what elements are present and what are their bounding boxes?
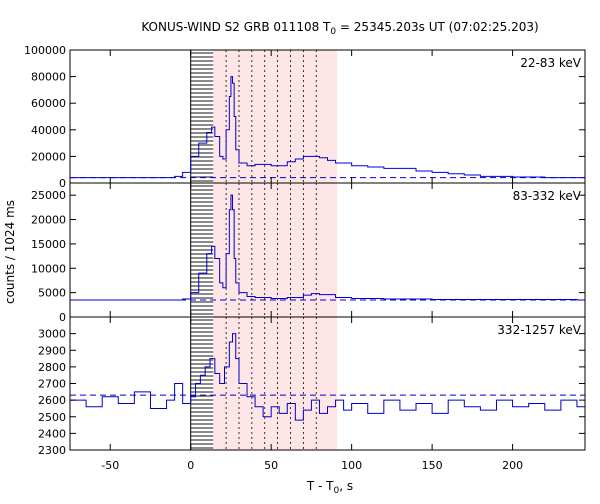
y-axis-label: counts / 1024 ms [3,200,17,304]
y-tick-label: 20000 [31,150,66,163]
y-tick-label: 2800 [38,361,66,374]
hatched-interval [190,317,214,450]
panel-energy-label: 83-332 keV [513,189,582,203]
chart-title: KONUS-WIND S2 GRB 011108 T0 = 25345.203s… [141,20,538,37]
x-axis-label-suffix: , s [339,479,353,493]
x-tick-label: 100 [341,459,362,472]
panel-3: 2300 2400 2500 2600 2700 2800 2900 3000 332-1257… [38,316,586,457]
y-tick-label: 10000 [31,262,66,275]
light-curve [70,333,585,421]
y-tick-label: 5000 [38,287,66,300]
y-tick-label: 3000 [38,328,66,341]
chart-title-sub: 0 [330,27,336,37]
y-tick-label: 0 [59,311,66,324]
hatched-interval [190,183,214,317]
panel-energy-label: 332-1257 keV [497,323,581,337]
chart-title-prefix: KONUS-WIND S2 GRB 011108 T [141,20,331,34]
y-tick-label: 2600 [38,394,66,407]
y-tick-label: 20000 [31,214,66,227]
y-tick-label: 2300 [38,444,66,457]
panel-1: 0 20000 40000 60000 80000 100000 22-83 keV [24,44,586,190]
y-tick-label: 25000 [31,189,66,202]
y-tick-label: 2900 [38,344,66,357]
x-tick-label: 0 [187,459,194,472]
hatched-interval [190,50,214,183]
y-tick-label: 80000 [31,71,66,84]
y-tick-label: 60000 [31,97,66,110]
x-tick-label: -50 [101,459,119,472]
panel-2: 0 5000 10000 15000 20000 25000 83-332 keV [31,182,586,324]
chart-title-suffix: = 25345.203s UT (07:02:25.203) [336,20,539,34]
light-curve [70,194,585,301]
panel-energy-label: 22-83 keV [520,56,582,70]
shaded-interval [213,50,338,183]
y-tick-label: 2400 [38,427,66,440]
y-tick-label: 2700 [38,378,66,391]
x-tick-label: 200 [502,459,523,472]
y-tick-label: 40000 [31,124,66,137]
shaded-interval [213,183,338,317]
light-curve [70,76,585,179]
shaded-interval [213,317,338,450]
x-axis-label: T - T0, s [306,479,353,496]
y-tick-label: 100000 [24,44,66,57]
x-axis-label-prefix: T - T [306,479,334,493]
y-tick-label: 0 [59,177,66,190]
y-tick-label: 15000 [31,238,66,251]
x-tick-label: 150 [422,459,443,472]
y-tick-label: 2500 [38,411,66,424]
x-tick-label: 50 [264,459,278,472]
x-axis-label-sub: 0 [334,486,340,496]
